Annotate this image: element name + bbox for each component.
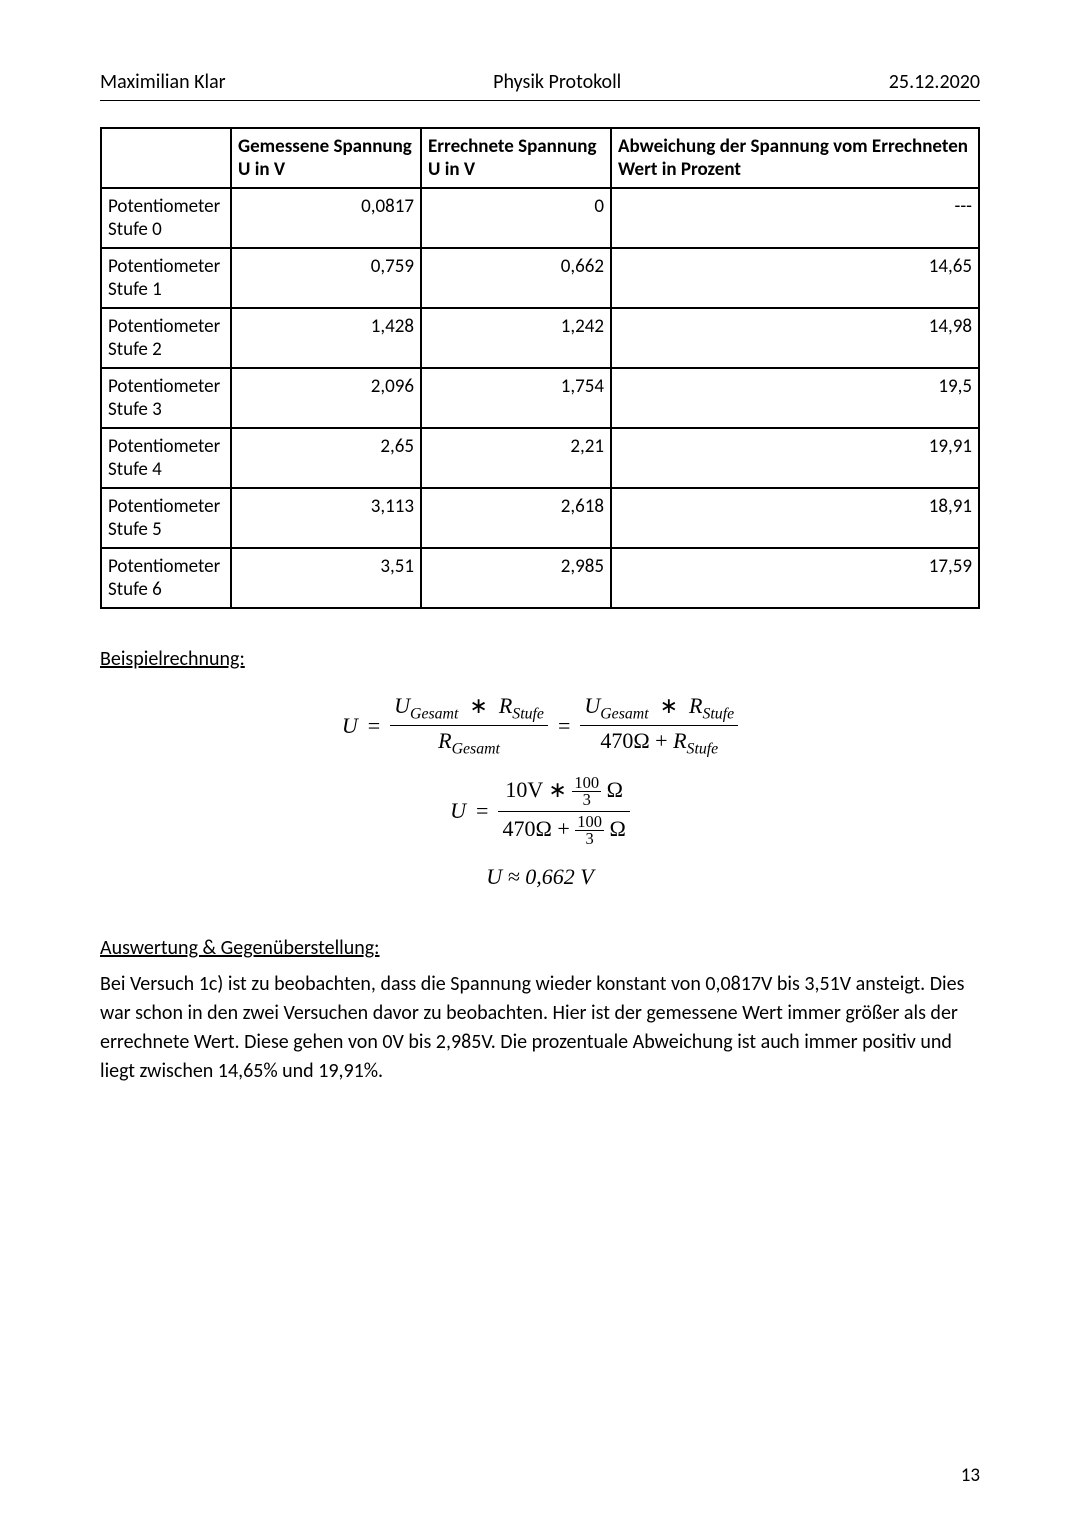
cell-measured: 3,113	[231, 488, 421, 548]
cell-measured: 2,65	[231, 428, 421, 488]
cell-calculated: 1,754	[421, 368, 611, 428]
row-label: Potentiometer Stufe 2	[101, 308, 231, 368]
eq-sub: Gesamt	[600, 705, 648, 722]
header-date: 25.12.2020	[889, 70, 980, 94]
eq-lhs: U	[342, 713, 358, 739]
eq-const: 10V ∗	[505, 777, 566, 802]
table-row: Potentiometer Stufe 3 2,096 1,754 19,5	[101, 368, 979, 428]
eq-sub: Stufe	[703, 705, 735, 722]
mini-den: 3	[575, 831, 604, 848]
eq-var: U	[584, 693, 600, 718]
eq-var: R	[438, 728, 451, 753]
row-label: Potentiometer Stufe 5	[101, 488, 231, 548]
equals-sign: =	[368, 713, 380, 739]
eq-var: R	[499, 693, 512, 718]
mini-den: 3	[572, 792, 601, 809]
row-label: Potentiometer Stufe 1	[101, 248, 231, 308]
table-row: Potentiometer Stufe 0 0,0817 0 ---	[101, 188, 979, 248]
header-title: Physik Protokoll	[493, 70, 621, 94]
equation-line-2: U = 10V ∗ 100 3 Ω 470Ω + 100 3	[450, 775, 630, 848]
equation-block: U = UGesamt ∗ RStufe RGesamt = UGesamt ∗…	[100, 685, 980, 898]
header-author: Maximilian Klar	[100, 70, 226, 94]
cell-measured: 0,0817	[231, 188, 421, 248]
cell-calculated: 2,21	[421, 428, 611, 488]
cell-calculated: 0	[421, 188, 611, 248]
cell-calculated: 2,618	[421, 488, 611, 548]
page-header: Maximilian Klar Physik Protokoll 25.12.2…	[100, 70, 980, 101]
table-row: Potentiometer Stufe 2 1,428 1,242 14,98	[101, 308, 979, 368]
cell-measured: 2,096	[231, 368, 421, 428]
cell-deviation: 19,5	[611, 368, 979, 428]
fraction: UGesamt ∗ RStufe RGesamt	[390, 693, 548, 759]
col-header-measured: Gemessene Spannung U in V	[231, 128, 421, 188]
cell-deviation: ---	[611, 188, 979, 248]
mini-fraction: 100 3	[575, 814, 604, 848]
cell-measured: 3,51	[231, 548, 421, 608]
row-label: Potentiometer Stufe 6	[101, 548, 231, 608]
equals-sign: =	[558, 713, 570, 739]
cell-deviation: 17,59	[611, 548, 979, 608]
table-row: Potentiometer Stufe 4 2,65 2,21 19,91	[101, 428, 979, 488]
cell-deviation: 14,65	[611, 248, 979, 308]
page-number: 13	[961, 1464, 980, 1487]
cell-deviation: 18,91	[611, 488, 979, 548]
table-row: Potentiometer Stufe 5 3,113 2,618 18,91	[101, 488, 979, 548]
eq-sub: Gesamt	[452, 741, 500, 758]
row-label: Potentiometer Stufe 3	[101, 368, 231, 428]
fraction: 10V ∗ 100 3 Ω 470Ω + 100 3 Ω	[498, 775, 629, 848]
table-row: Potentiometer Stufe 1 0,759 0,662 14,65	[101, 248, 979, 308]
cell-measured: 1,428	[231, 308, 421, 368]
example-calc-heading: Beispielrechnung:	[100, 647, 980, 671]
eq-var: R	[673, 728, 686, 753]
cell-measured: 0,759	[231, 248, 421, 308]
equation-line-1: U = UGesamt ∗ RStufe RGesamt = UGesamt ∗…	[342, 693, 738, 759]
eq-var: R	[689, 693, 702, 718]
eq-unit: Ω	[609, 816, 625, 841]
eq-lhs: U	[450, 798, 466, 824]
eq-var: U	[394, 693, 410, 718]
eq-const: 470Ω +	[502, 816, 569, 841]
cell-calculated: 0,662	[421, 248, 611, 308]
eq-sub: Gesamt	[410, 705, 458, 722]
table-header-row: Gemessene Spannung U in V Errechnete Spa…	[101, 128, 979, 188]
eq-sub: Stufe	[512, 705, 544, 722]
measurement-table: Gemessene Spannung U in V Errechnete Spa…	[100, 127, 980, 609]
fraction: UGesamt ∗ RStufe 470Ω + RStufe	[580, 693, 738, 759]
row-label: Potentiometer Stufe 0	[101, 188, 231, 248]
col-header-deviation: Abweichung der Spannung vom Errechneten …	[611, 128, 979, 188]
equation-line-3: U ≈ 0,662 V	[486, 864, 593, 890]
col-header-calculated: Errechnete Spannung U in V	[421, 128, 611, 188]
evaluation-body: Bei Versuch 1c) ist zu beobachten, dass …	[100, 970, 980, 1086]
evaluation-heading: Auswertung & Gegenüberstellung:	[100, 936, 980, 960]
col-header-empty	[101, 128, 231, 188]
eq-sub: Stufe	[687, 741, 719, 758]
row-label: Potentiometer Stufe 4	[101, 428, 231, 488]
equals-sign: =	[476, 798, 488, 824]
eq-const: 470Ω +	[600, 728, 667, 753]
table-body: Potentiometer Stufe 0 0,0817 0 --- Poten…	[101, 188, 979, 608]
mini-fraction: 100 3	[572, 775, 601, 809]
table-row: Potentiometer Stufe 6 3,51 2,985 17,59	[101, 548, 979, 608]
cell-deviation: 19,91	[611, 428, 979, 488]
eq-unit: Ω	[607, 777, 623, 802]
page: Maximilian Klar Physik Protokoll 25.12.2…	[0, 0, 1080, 1527]
cell-deviation: 14,98	[611, 308, 979, 368]
cell-calculated: 1,242	[421, 308, 611, 368]
cell-calculated: 2,985	[421, 548, 611, 608]
